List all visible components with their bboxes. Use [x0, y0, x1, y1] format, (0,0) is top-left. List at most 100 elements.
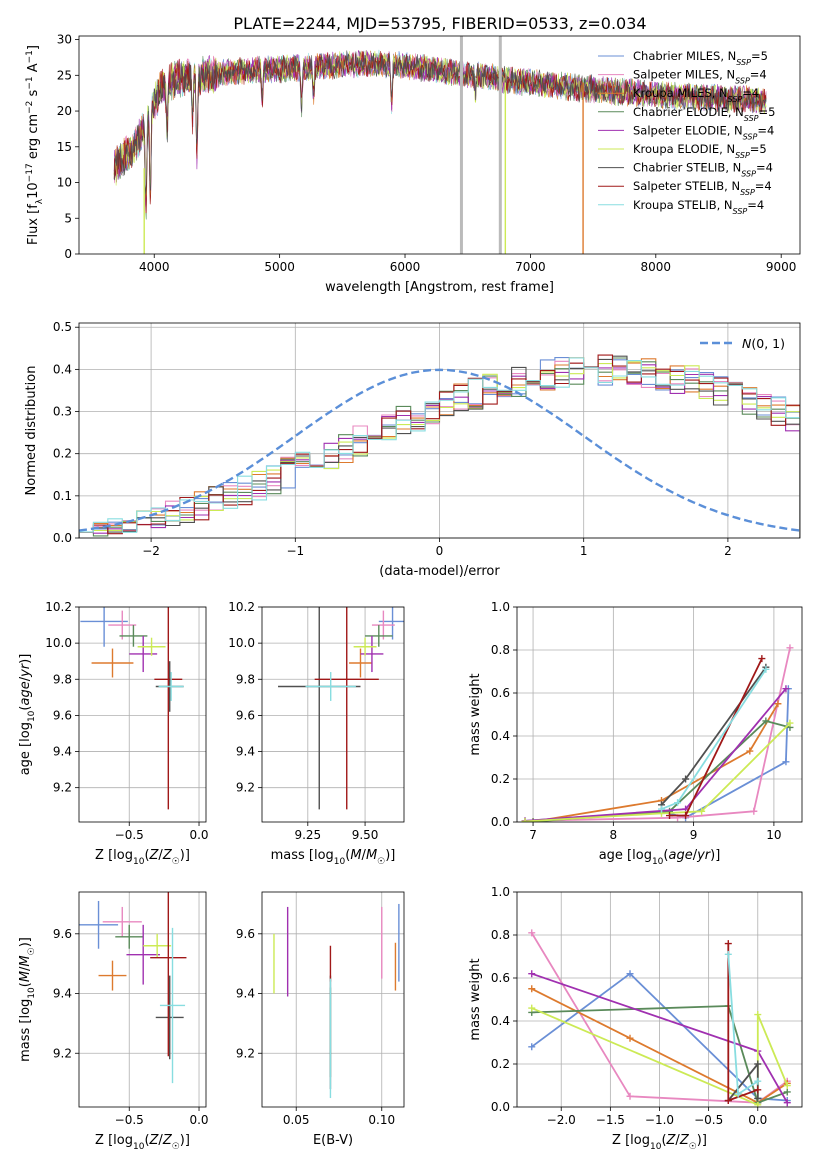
y-tick-label: 10.0	[228, 636, 255, 650]
y-tick-label: 9.2	[53, 1046, 72, 1060]
age-vs-z-panel: −0.5 0.0 9.2 9.4 9.6 9.8 10.0 10.2 Z [log10(Z/Z☉…	[18, 600, 209, 867]
x-axis-label: Z [log10(Z/Z☉)]	[612, 1133, 707, 1152]
series-marker-2	[626, 1034, 634, 1042]
spectrum-series-group	[113, 36, 767, 254]
y-tick-label: 0.4	[491, 729, 510, 743]
y-tick-label: 20	[57, 104, 72, 118]
histogram-group	[79, 354, 800, 538]
x-tick-label: 4000	[139, 260, 170, 274]
series-marker-8	[724, 950, 732, 958]
y-tick-label: 0.8	[491, 643, 510, 657]
y-tick-label: 1.0	[491, 885, 510, 899]
mass-vs-ebv-points	[273, 903, 400, 1099]
y-tick-label: 9.2	[53, 781, 72, 795]
y-axis-label: mass weight	[468, 958, 483, 1040]
series-marker-5	[528, 1004, 536, 1012]
normal-reference-curve	[79, 368, 800, 532]
y-tick-label: 0.2	[53, 447, 72, 461]
axes-frame	[516, 606, 803, 823]
x-tick-label: 8000	[641, 260, 672, 274]
y-axis-label: age [log10(age/yr)]	[18, 654, 37, 776]
series-marker-5	[698, 807, 706, 815]
y-tick-label: 9.6	[236, 708, 255, 722]
y-tick-label: 9.4	[53, 745, 72, 759]
y-tick-label: 25	[57, 68, 72, 82]
mass-weight-vs-age-panel: 7 8 9 10 0.0 0.2 0.4 0.6 0.8 1.0 age [log10(age/yr…	[468, 600, 803, 867]
series-marker-5	[783, 1082, 791, 1089]
spectrum-panel: 4000 5000 6000 7000 8000 9000 0 5 10 15 20 25 30 wave…	[25, 33, 801, 295]
x-tick-label: 0	[436, 544, 444, 558]
y-tick-label: 0.0	[491, 1100, 510, 1114]
series-marker-5	[754, 1011, 762, 1019]
axes-frame	[261, 606, 405, 823]
series-marker-1	[786, 644, 794, 652]
axes-frame	[78, 35, 801, 255]
y-tick-label: 15	[57, 140, 72, 154]
y-tick-label: 0.0	[491, 815, 510, 829]
series-marker-7	[758, 655, 766, 663]
y-tick-label: 30	[57, 33, 72, 47]
x-tick-label: −0.5	[694, 1113, 723, 1127]
y-tick-label: 0.5	[53, 320, 72, 334]
y-tick-label: 0	[64, 247, 72, 261]
series-marker-7	[666, 812, 674, 820]
legend-label-5: Kroupa ELODIE, NSSP=5	[633, 142, 767, 160]
y-tick-label: 0.4	[491, 1014, 510, 1028]
series-marker-5	[786, 719, 794, 727]
mass-weight-vs-z-panel: −2.0 −1.5 −1.0 −0.5 0.0 0.0 0.2 0.4 0.6 0.8 1.0 Z […	[468, 885, 803, 1152]
x-tick-label: 9.50	[352, 828, 379, 842]
series-marker-4	[783, 1099, 791, 1107]
y-tick-label: 9.8	[53, 672, 72, 686]
x-tick-label: 8	[610, 828, 618, 842]
x-axis-label: wavelength [Angstrom, rest frame]	[325, 280, 554, 295]
y-tick-label: 9.8	[236, 672, 255, 686]
x-axis-label: mass [log10(M/M☉)]	[271, 848, 396, 867]
y-axis-label: Normed distribution	[24, 366, 39, 496]
series-marker-5	[521, 817, 529, 822]
x-tick-label: 9.25	[294, 828, 321, 842]
series-marker-1	[626, 1092, 634, 1100]
x-tick-label: −0.5	[115, 828, 144, 842]
x-axis-label: age [log10(age/yr)]	[599, 848, 721, 867]
x-tick-label: 0.0	[748, 1113, 767, 1127]
y-tick-label: 0.2	[491, 1057, 510, 1071]
x-axis-label: E(B-V)	[313, 1133, 353, 1148]
axes-frame	[78, 606, 207, 823]
axes-frame	[78, 322, 801, 539]
y-tick-label: 0.2	[491, 772, 510, 786]
series-line-5	[531, 1007, 789, 1106]
mass-vs-z-points	[79, 892, 187, 1084]
series-marker-6	[754, 1094, 762, 1102]
y-tick-label: 9.6	[236, 927, 255, 941]
x-tick-label: 7	[529, 828, 537, 842]
y-tick-label: 9.4	[236, 745, 255, 759]
series-marker-3	[762, 717, 770, 725]
age-vs-mass-panel: 9.25 9.50 9.2 9.4 9.6 9.8 10.0 10.2 mass [log10(…	[228, 600, 405, 867]
series-marker-7	[754, 1086, 762, 1094]
legend-label-2: Kroupa MILES, NSSP=4	[633, 86, 759, 104]
series-marker-8	[674, 799, 682, 807]
x-tick-label: 7000	[515, 260, 546, 274]
x-tick-label: 10	[766, 828, 781, 842]
y-tick-label: 9.2	[236, 781, 255, 795]
legend-label-0: Chabrier MILES, NSSP=5	[633, 49, 768, 67]
series-line-3	[531, 1005, 788, 1104]
x-tick-label: 0.05	[283, 1113, 310, 1127]
x-tick-label: 9	[690, 828, 698, 842]
y-tick-label: 0.6	[491, 971, 510, 985]
series-marker-2	[528, 985, 536, 993]
series-marker-7	[724, 940, 732, 948]
y-tick-label: 0.3	[53, 405, 72, 419]
series-marker-8	[754, 1077, 762, 1085]
y-tick-label: 10.2	[228, 600, 255, 614]
mass-vs-ebv-panel: 0.05 0.10 9.2 9.4 9.6 E(B-V)	[236, 891, 405, 1148]
y-tick-label: 10	[57, 176, 72, 190]
x-tick-label: 0.10	[368, 1113, 395, 1127]
y-tick-label: 9.4	[53, 987, 72, 1001]
legend-label-6: Chabrier STELIB, NSSP=4	[633, 161, 773, 179]
axes-frame	[516, 891, 803, 1108]
mass-weight-vs-age-lines	[521, 644, 794, 822]
axes-frame	[261, 891, 405, 1108]
series-marker-7	[682, 812, 690, 820]
